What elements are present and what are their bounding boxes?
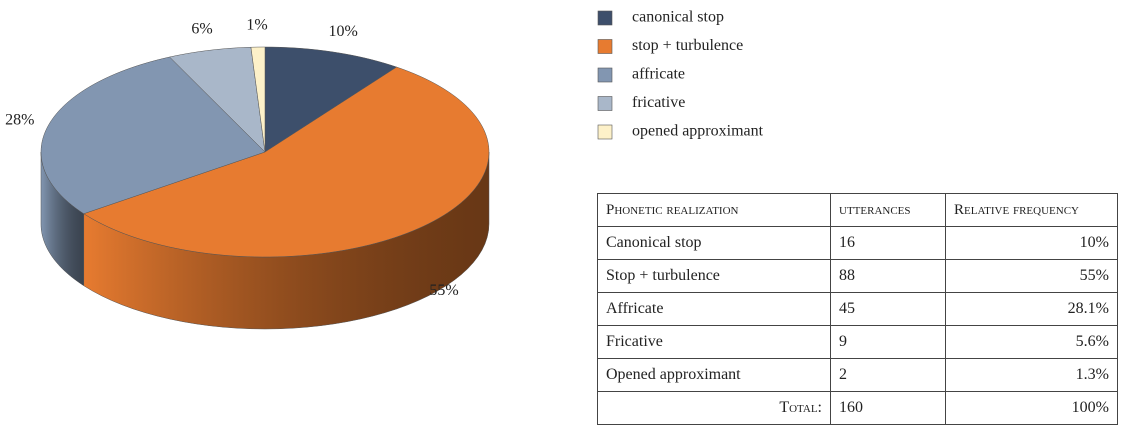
pie-slice	[83, 66, 490, 258]
pie-slice	[250, 46, 266, 153]
legend-label: canonical stop	[632, 9, 724, 26]
pie-slice	[264, 46, 398, 153]
table-cell: 55%	[945, 259, 1118, 293]
legend-swatch	[597, 67, 613, 83]
table-row: Total: 160 100%	[597, 391, 1118, 425]
table-row: Fricative 9 5.6%	[597, 325, 1118, 359]
table-cell: 16	[830, 226, 946, 260]
table-row: Phonetic realization utterances Relative f…	[597, 193, 1118, 227]
table-cell: 1.3%	[945, 358, 1118, 392]
legend-swatch	[597, 39, 613, 54]
table-cell: Canonical stop	[597, 226, 831, 260]
table-row: Stop + turbulence 88 55%	[597, 259, 1118, 293]
table-cell: 9	[830, 325, 946, 359]
table-cell: Stop + turbulence	[597, 259, 831, 293]
table-row: Canonical stop 16 10%	[597, 226, 1118, 260]
value-label: 10%	[329, 23, 358, 40]
legend-swatch	[597, 96, 613, 111]
table-row: Affricate 45 28.1%	[597, 292, 1118, 326]
table-cell: 28.1%	[945, 292, 1118, 326]
legend-label: opened approximant	[632, 123, 764, 140]
table-cell: 2	[830, 358, 946, 392]
table-cell: 10%	[945, 226, 1118, 260]
legend-swatch	[597, 124, 613, 140]
table-cell: 5.6%	[945, 325, 1118, 359]
pie-slice	[169, 46, 266, 153]
table-cell: Fricative	[597, 325, 831, 359]
table-cell: Opened approximant	[597, 358, 831, 392]
value-label: 28%	[5, 111, 34, 128]
pie-slice	[40, 56, 266, 214]
table-cell: Relative frequency	[945, 193, 1118, 227]
table-cell: Total:	[597, 391, 831, 425]
table-cell: Phonetic realization	[597, 193, 831, 227]
table-cell: Affricate	[597, 292, 831, 326]
value-label: 1%	[246, 17, 267, 34]
legend-label: stop + turbulence	[632, 37, 743, 54]
table-row: Opened approximant 2 1.3%	[597, 358, 1118, 392]
value-label: 55%	[429, 282, 458, 299]
table-cell: 45	[830, 292, 946, 326]
table-cell: utterances	[830, 193, 946, 227]
legend-swatch	[597, 10, 613, 26]
value-label: 6%	[191, 21, 212, 38]
table-cell: 100%	[945, 391, 1118, 425]
table-cell: 88	[830, 259, 946, 293]
legend-label: affricate	[632, 66, 685, 83]
frequency-table: Phonetic realization utterances Relative f…	[597, 193, 1118, 425]
table-cell: 160	[830, 391, 946, 425]
legend-label: fricative	[632, 94, 685, 111]
